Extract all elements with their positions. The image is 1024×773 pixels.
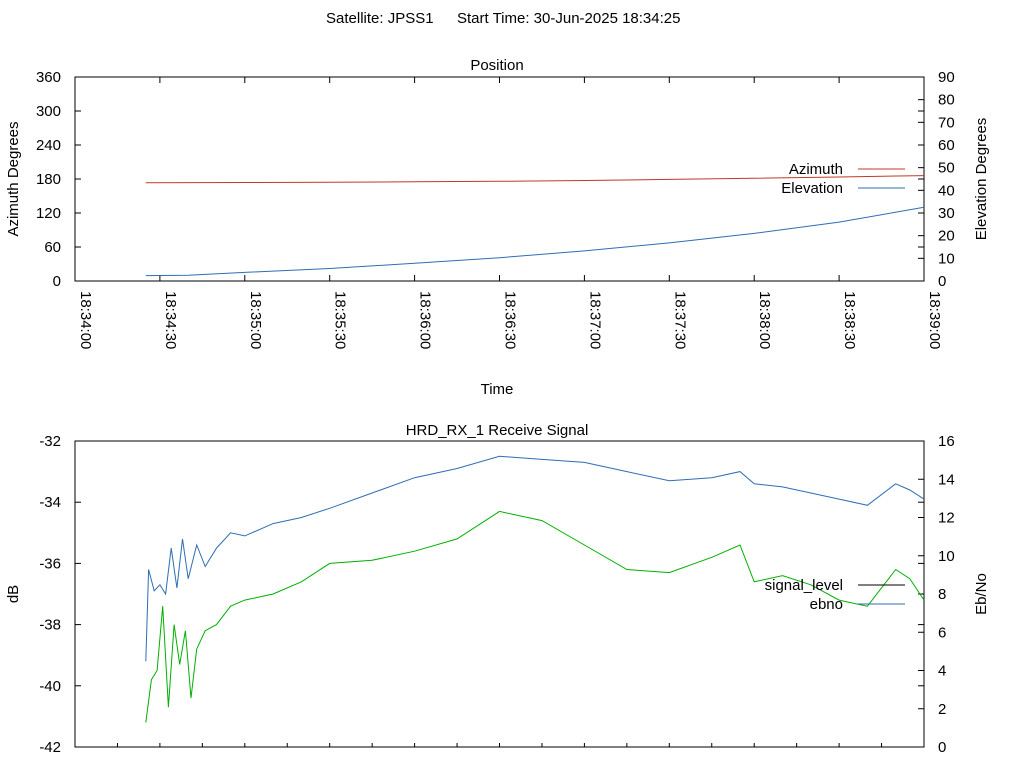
y2-tick-label: 50 [938, 160, 955, 177]
legend-elevation-label: Elevation [781, 180, 843, 197]
azimuth-axis-label: Azimuth Degrees [5, 121, 22, 236]
y2-tick-label: 60 [938, 137, 955, 154]
x-tick-label: 18:38:00 [756, 291, 773, 349]
legend-azimuth-label: Azimuth [789, 161, 843, 178]
signal-plot-frame [74, 440, 925, 748]
y-tick-label: -36 [39, 555, 61, 572]
y-tick-label: 300 [36, 103, 61, 120]
start-time-label: Start Time: 30-Jun-2025 18:34:25 [457, 10, 680, 27]
y2-tick-label: 80 [938, 92, 955, 109]
y-tick-label: 360 [36, 69, 61, 86]
ebno-axis-label: Eb/No [973, 573, 990, 615]
y2-tick-label: 20 [938, 228, 955, 245]
y-tick-label: -34 [39, 494, 61, 511]
position-x-ticks: 18:34:00 18:34:30 18:35:00 18:35:30 18:36:00… [74, 77, 943, 349]
y2-tick-label: 90 [938, 69, 955, 86]
y2-tick-label: 0 [938, 273, 946, 290]
position-title: Position [470, 57, 523, 74]
y-tick-label: 60 [44, 239, 61, 256]
y2-tick-label: 40 [938, 182, 955, 199]
x-tick-label: 18:39:00 [926, 291, 943, 349]
y2-tick-label: 8 [938, 586, 946, 603]
legend-ebno-label: ebno [810, 596, 843, 613]
y2-tick-label: 30 [938, 205, 955, 222]
position-legend: Azimuth Elevation [781, 161, 905, 197]
signal-x-ticks [74, 743, 925, 747]
signal-series [145, 455, 925, 723]
series-line-elevation [145, 206, 925, 277]
signal-legend: signal_level ebno [765, 577, 905, 613]
satellite-label: Satellite: JPSS1 [326, 10, 434, 27]
x-tick-label: 18:34:00 [77, 291, 94, 349]
series-line-azimuth [145, 175, 925, 184]
time-axis-label: Time [481, 381, 514, 398]
y-tick-label: -40 [39, 678, 61, 695]
position-plot-frame [74, 76, 925, 282]
y-tick-label: -38 [39, 617, 61, 634]
series-line-signal-green [145, 510, 925, 723]
signal-title: HRD_RX_1 Receive Signal [406, 422, 589, 439]
legend-signal-level-label: signal_level [765, 577, 843, 594]
y2-tick-label: 10 [938, 250, 955, 267]
x-tick-label: 18:35:30 [332, 291, 349, 349]
signal-y-ticks: -32 -34 -36 -38 -40 -42 [39, 433, 924, 756]
y2-tick-label: 2 [938, 701, 946, 718]
y2-tick-label: 6 [938, 624, 946, 641]
y-tick-label: 180 [36, 171, 61, 188]
y-tick-label: 0 [53, 273, 61, 290]
x-tick-label: 18:35:00 [247, 291, 264, 349]
x-tick-label: 18:37:00 [586, 291, 603, 349]
x-tick-label: 18:36:00 [417, 291, 434, 349]
y-tick-label: -42 [39, 739, 61, 756]
y2-tick-label: 0 [938, 739, 946, 756]
y-tick-label: -32 [39, 433, 61, 450]
y2-tick-label: 14 [938, 471, 955, 488]
x-tick-label: 18:34:30 [162, 291, 179, 349]
y2-tick-label: 70 [938, 114, 955, 131]
y-tick-label: 120 [36, 205, 61, 222]
x-tick-label: 18:36:30 [502, 291, 519, 349]
y-tick-label: 240 [36, 137, 61, 154]
signal-y2-ticks: 0 2 4 6 8 10 12 14 16 [918, 433, 955, 756]
x-tick-label: 18:37:30 [671, 291, 688, 349]
position-y2-ticks: 0 10 20 30 40 50 60 70 80 90 [918, 69, 955, 290]
position-series [145, 175, 925, 277]
y2-tick-label: 10 [938, 548, 955, 565]
elevation-axis-label: Elevation Degrees [973, 118, 990, 241]
y2-tick-label: 4 [938, 663, 946, 680]
series-line-ebno-blue [145, 455, 925, 662]
y2-tick-label: 12 [938, 510, 955, 527]
x-tick-label: 18:38:30 [841, 291, 858, 349]
position-y-ticks: 0 60 120 180 240 300 360 [36, 69, 924, 290]
db-axis-label: dB [5, 585, 22, 603]
y2-tick-label: 16 [938, 433, 955, 450]
